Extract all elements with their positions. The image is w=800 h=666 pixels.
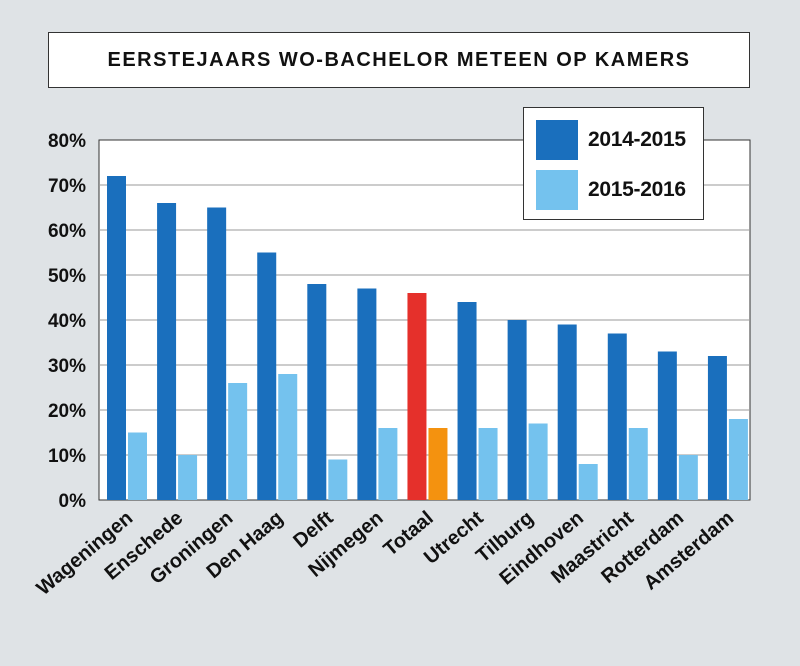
chart-title-box: EERSTEJAARS WO-BACHELOR METEEN OP KAMERS	[48, 32, 750, 88]
bar-series2	[678, 455, 698, 500]
y-tick-label: 20%	[48, 401, 86, 422]
bar-series1	[657, 351, 677, 500]
bar-series2	[378, 428, 398, 500]
bar-series2	[228, 383, 248, 500]
legend-item-series2: 2015-2016	[536, 170, 686, 210]
y-tick-label: 40%	[48, 311, 86, 332]
legend-swatch-series2	[536, 170, 578, 210]
bar-series1	[257, 252, 277, 500]
bar-series2	[528, 423, 548, 500]
bar-series2	[428, 428, 448, 500]
bar-series1	[307, 284, 327, 500]
legend-item-series1: 2014-2015	[536, 120, 686, 160]
bar-series1	[407, 293, 427, 500]
chart-title: EERSTEJAARS WO-BACHELOR METEEN OP KAMERS	[107, 48, 691, 71]
bar-series2	[328, 459, 348, 500]
bar-series2	[728, 419, 748, 500]
y-tick-label: 60%	[48, 221, 86, 242]
bar-series1	[457, 302, 477, 500]
bar-series1	[557, 324, 577, 500]
bar-series2	[578, 464, 598, 500]
bar-series2	[628, 428, 648, 500]
legend-label-series2: 2015-2016	[588, 178, 686, 201]
bar-series1	[157, 203, 177, 500]
bar-series1	[207, 207, 227, 500]
bar-series1	[107, 176, 126, 500]
bar-series1	[607, 333, 627, 500]
y-tick-label: 70%	[48, 176, 86, 197]
y-tick-label: 50%	[48, 266, 86, 287]
bar-series2	[278, 374, 298, 500]
bar-series1	[357, 288, 377, 500]
legend-label-series1: 2014-2015	[588, 128, 686, 151]
legend-swatch-series1	[536, 120, 578, 160]
bar-series2	[128, 432, 147, 500]
bar-series1	[507, 320, 527, 500]
y-tick-label: 0%	[59, 491, 87, 512]
y-tick-label: 80%	[48, 131, 86, 152]
y-tick-label: 10%	[48, 446, 86, 467]
bar-series1	[707, 356, 727, 500]
bar-series2	[478, 428, 498, 500]
legend: 2014-2015 2015-2016	[523, 107, 704, 220]
y-tick-label: 30%	[48, 356, 86, 377]
bar-series2	[178, 455, 198, 500]
